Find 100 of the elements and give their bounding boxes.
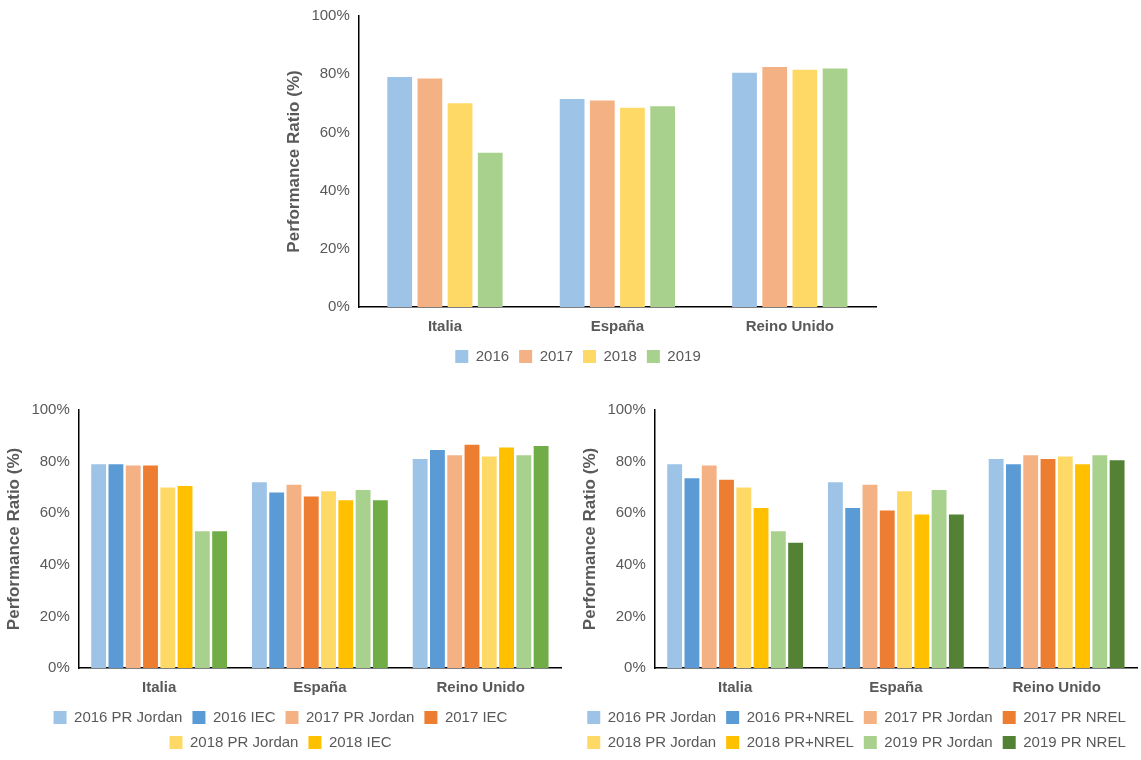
bar [620,107,645,307]
y-tick-label: 20% [39,606,70,624]
y-tick-label: 0% [48,658,70,676]
legend-label: 2017 IEC [444,707,508,725]
bar [160,487,176,668]
bar [879,510,895,668]
y-tick-label: 40% [39,554,70,572]
bar [417,78,443,307]
x-tick-label: Italia [142,678,177,696]
bar [516,455,532,668]
y-tick-label: 80% [39,451,70,469]
y-tick-label: 100% [31,400,70,418]
bar [108,464,124,668]
legend-label: 2018 IEC [328,732,392,750]
bar [862,484,878,668]
bar [447,455,463,668]
bar [355,489,371,668]
y-tick-label: 40% [319,180,350,198]
bar [1023,455,1039,668]
bar [948,514,964,668]
bar [477,152,503,307]
x-tick-label: España [293,678,348,696]
y-tick-label: 60% [39,503,70,521]
bar [251,482,267,668]
bar [988,459,1004,668]
bar [464,444,480,668]
legend-label: 2018 PR Jordan [607,732,717,750]
bar [1006,464,1021,668]
bar [897,491,912,668]
bar [194,531,210,668]
y-tick-label: 80% [615,451,646,469]
legend-label: 2019 PR Jordan [884,732,993,750]
bar [762,66,788,307]
y-axis-title: Performance Ratio (%) [3,447,23,631]
bar [372,500,388,668]
legend-label: 2018 PR Jordan [190,732,299,750]
bar [303,496,319,668]
bar [792,69,818,307]
legend-label: 2017 PR NREL [1023,707,1126,725]
bar [212,531,228,668]
bar [736,487,752,668]
bar [125,465,141,668]
y-axis-title: Performance Ratio (%) [579,447,599,631]
bar [701,465,717,668]
bar [770,531,786,668]
x-tick-label: Reino Unido [436,678,525,696]
bar [931,489,947,668]
legend-label: 2019 [667,346,701,364]
y-tick-label: 100% [311,6,350,24]
y-tick-label: 0% [624,658,646,676]
bar [481,456,497,668]
bar [1040,459,1056,668]
y-tick-label: 0% [328,297,350,315]
x-tick-label: España [869,678,924,696]
y-tick-label: 60% [319,122,350,140]
x-tick-label: España [590,317,645,335]
y-axis-title: Performance Ratio (%) [283,70,303,253]
y-tick-label: 20% [319,238,350,256]
bar [269,492,285,668]
bar [650,106,676,307]
bar [177,486,193,668]
legend-label: 2016 IEC [212,707,276,725]
bar [1109,460,1125,668]
bar [338,500,354,668]
bar [732,72,757,307]
bar [533,446,549,668]
y-tick-label: 60% [615,503,646,521]
x-tick-label: Reino Unido [745,317,834,335]
bar [822,68,848,307]
y-tick-label: 20% [615,606,646,624]
y-tick-label: 80% [319,64,350,82]
bar [914,514,930,668]
bar [412,459,428,668]
bar [845,508,861,668]
legend-label: 2017 PR Jordan [884,707,993,725]
x-tick-label: Italia [427,317,463,335]
bar [286,484,302,668]
legend-label: 2016 PR Jordan [607,707,717,725]
legend-label: 2017 [539,346,574,364]
bar [91,464,107,668]
bar [1075,464,1090,668]
bar [499,447,514,668]
legend-label: 2018 [603,346,637,364]
bar [430,449,445,668]
x-tick-label: Reino Unido [1012,678,1101,696]
bar [321,491,336,668]
legend-label: 2016 [475,346,510,364]
bar [1057,456,1073,668]
bar [1092,455,1108,668]
bar [143,465,158,668]
legend-label: 2019 PR NREL [1023,732,1126,750]
bar [753,508,769,668]
bar [447,103,473,307]
bar [719,479,734,668]
bar [827,482,843,668]
bar [559,98,585,307]
legend-label: 2018 PR+NREL [746,732,854,750]
legend-label: 2016 PR Jordan [74,707,183,725]
legend-label: 2017 PR Jordan [306,707,415,725]
x-tick-label: Italia [718,678,753,696]
